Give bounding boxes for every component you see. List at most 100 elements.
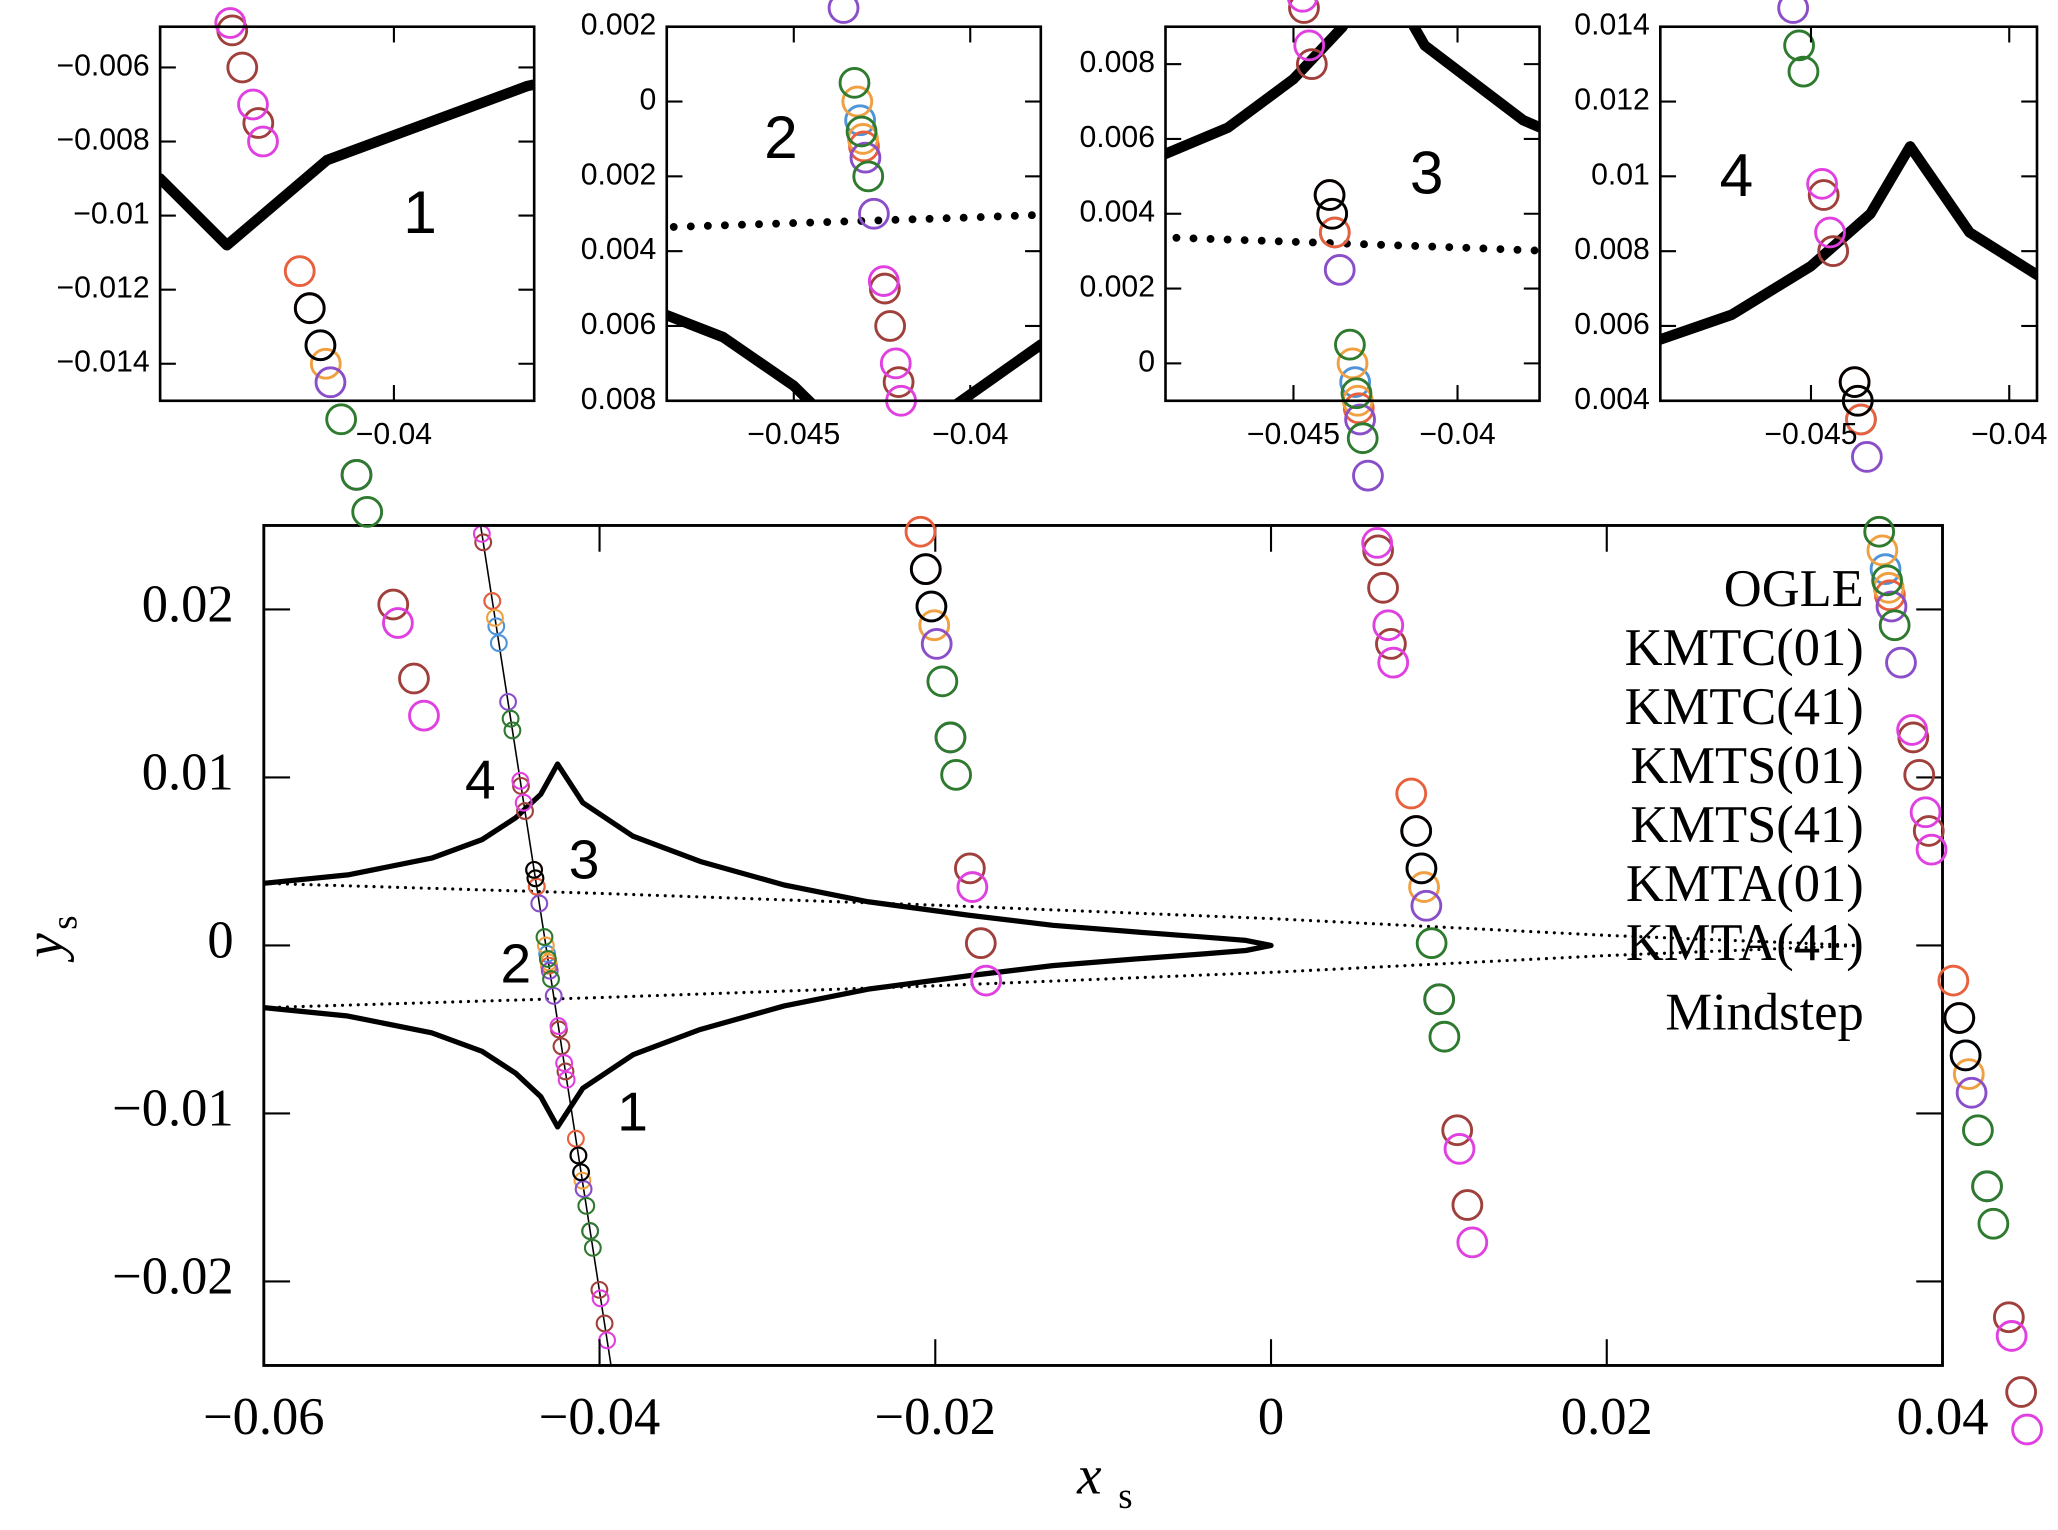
y-axis-label: y bbox=[14, 933, 75, 963]
y-tick-label: −0.008 bbox=[57, 123, 150, 156]
y-axis-label-group: ys bbox=[14, 915, 85, 962]
data-point bbox=[1838, 366, 1871, 398]
data-point bbox=[1814, 216, 1846, 249]
data-point bbox=[940, 758, 973, 791]
x-tick-label: 0.04 bbox=[1897, 1388, 1989, 1446]
data-point bbox=[1410, 889, 1443, 922]
data-point bbox=[1441, 1114, 1474, 1147]
y-tick-label: 0.002 bbox=[581, 9, 657, 42]
data-point bbox=[1851, 441, 1883, 473]
data-point bbox=[1451, 1189, 1484, 1221]
y-tick-label: 0.01 bbox=[142, 744, 234, 802]
y-tick-label: 0 bbox=[207, 912, 233, 970]
x-tick-label: −0.04 bbox=[356, 418, 432, 451]
annotation: 1 bbox=[617, 1081, 648, 1143]
data-point bbox=[867, 265, 900, 297]
x-tick-label: −0.04 bbox=[1971, 418, 2047, 451]
y-tick-label: 0.006 bbox=[1079, 121, 1155, 154]
data-point bbox=[1375, 628, 1407, 660]
data-point bbox=[398, 662, 430, 695]
data-point bbox=[526, 869, 545, 888]
y-tick-label: 0 bbox=[1138, 345, 1155, 378]
data-point bbox=[1915, 833, 1948, 866]
data-point bbox=[474, 533, 493, 552]
data-point bbox=[1287, 0, 1319, 13]
data-point bbox=[844, 104, 877, 137]
data-point bbox=[852, 160, 885, 193]
data-point bbox=[1845, 403, 1877, 436]
data-point bbox=[882, 366, 915, 398]
data-point bbox=[530, 894, 549, 913]
data-point bbox=[556, 1062, 575, 1081]
data-point bbox=[874, 310, 907, 342]
data-point bbox=[536, 936, 555, 955]
data-point bbox=[849, 141, 882, 174]
y-tick-label: −0.02 bbox=[112, 1248, 233, 1306]
x-tick-label: −0.06 bbox=[203, 1388, 324, 1446]
data-point bbox=[1367, 571, 1399, 604]
data-point bbox=[1937, 964, 1970, 997]
data-point bbox=[827, 0, 860, 24]
caustic-thick bbox=[263, 761, 1274, 1130]
data-point bbox=[574, 1180, 593, 1198]
data-point bbox=[934, 721, 967, 754]
data-point bbox=[1909, 796, 1942, 829]
data-point bbox=[1971, 1170, 2003, 1203]
caustic-dotted bbox=[1165, 233, 1540, 255]
y-tick-label: −0.012 bbox=[57, 272, 150, 305]
legend-entry: KMTA(01) bbox=[1626, 855, 1864, 913]
legend-entry: KMTC(41) bbox=[1625, 678, 1864, 736]
data-point bbox=[1875, 590, 1908, 623]
data-point bbox=[525, 860, 544, 879]
data-point bbox=[503, 721, 522, 740]
annotation: 2 bbox=[764, 103, 798, 171]
data-point bbox=[566, 1129, 585, 1148]
data-point bbox=[1295, 48, 1328, 81]
data-point bbox=[540, 961, 559, 980]
y-tick-label: 0.01 bbox=[1591, 158, 1650, 191]
y-tick-label: 0.008 bbox=[1079, 46, 1155, 79]
data-point bbox=[572, 1163, 591, 1182]
data-point bbox=[915, 590, 948, 623]
data-point bbox=[1806, 167, 1838, 200]
data-point bbox=[918, 609, 951, 642]
data-point bbox=[1903, 758, 1936, 791]
y-axis-label-sub: s bbox=[44, 915, 85, 929]
x-tick-label: −0.02 bbox=[875, 1388, 996, 1446]
data-point bbox=[1869, 553, 1902, 585]
data-point bbox=[1962, 1114, 1994, 1147]
y-tick-label: −0.01 bbox=[73, 198, 149, 231]
data-point bbox=[1428, 1020, 1461, 1053]
y-tick-label: −0.014 bbox=[57, 346, 150, 379]
data-point bbox=[595, 1314, 614, 1333]
frame bbox=[665, 25, 1043, 403]
data-point bbox=[1323, 253, 1356, 286]
data-point bbox=[487, 617, 506, 636]
data-point bbox=[408, 699, 440, 732]
data-point bbox=[1316, 197, 1349, 230]
annotation: 4 bbox=[465, 749, 496, 811]
data-point bbox=[1955, 1076, 1988, 1109]
data-point bbox=[1352, 459, 1384, 492]
data-point bbox=[514, 793, 533, 812]
data-point bbox=[1817, 235, 1850, 268]
data-point bbox=[226, 51, 259, 84]
data-point bbox=[590, 1280, 609, 1299]
data-point bbox=[1777, 0, 1810, 24]
x-tick-label: 0 bbox=[1258, 1388, 1284, 1446]
data-point bbox=[1807, 179, 1840, 211]
data-point bbox=[1339, 366, 1372, 398]
data-point bbox=[483, 592, 502, 610]
data-point bbox=[309, 347, 342, 380]
annotation: 2 bbox=[500, 932, 531, 994]
x-axis-label: x bbox=[1076, 1445, 1102, 1506]
y-tick-label: 0 bbox=[639, 84, 656, 117]
data-point bbox=[499, 692, 517, 711]
data-point bbox=[549, 1017, 568, 1036]
data-point bbox=[1912, 815, 1945, 847]
data-point bbox=[1408, 871, 1440, 903]
data-point bbox=[351, 496, 384, 528]
data-point bbox=[1344, 403, 1376, 436]
data-point bbox=[1336, 347, 1369, 380]
